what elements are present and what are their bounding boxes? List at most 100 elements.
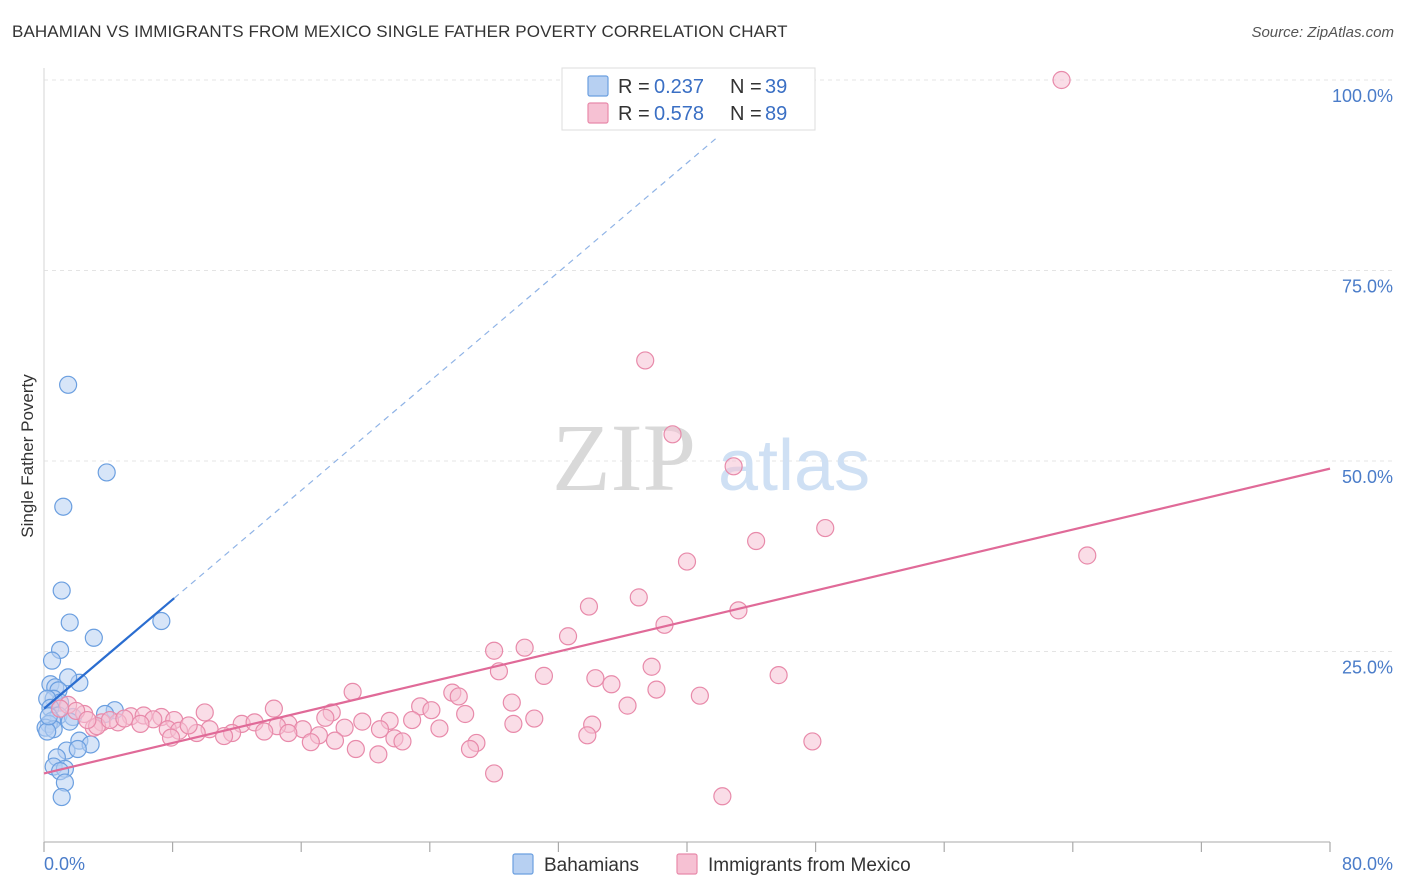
mexico-point	[769, 666, 788, 685]
legend-n-value-1: 39	[765, 76, 787, 98]
mexico-point	[724, 457, 743, 476]
mexico-point	[255, 722, 274, 741]
mexico-point	[647, 680, 666, 699]
mexico-point	[264, 699, 283, 718]
bahamians-point	[59, 375, 78, 394]
bahamians-point	[52, 581, 71, 600]
mexico-point	[131, 714, 150, 733]
chart-title: BAHAMIAN VS IMMIGRANTS FROM MEXICO SINGL…	[12, 22, 788, 41]
watermark-atlas-text: atlas	[718, 426, 870, 506]
mexico-point	[803, 732, 822, 751]
series-legend-label-mexico: Immigrants from Mexico	[708, 855, 911, 876]
mexico-point	[690, 686, 709, 705]
bahamians-point	[60, 613, 79, 632]
mexico-point	[316, 708, 335, 727]
legend-r-label-2: R =	[618, 103, 650, 125]
bahamians-point	[152, 611, 171, 631]
gridlines	[44, 79, 1392, 652]
mexico-point	[1078, 546, 1097, 565]
mexico-point	[602, 675, 621, 694]
mexico-point	[525, 709, 544, 728]
legend-r-label-1: R =	[618, 76, 650, 98]
mexico-point	[578, 726, 597, 745]
mexico-point	[816, 518, 835, 538]
mexico-point	[335, 718, 354, 737]
series-legend-swatch-mexico	[676, 853, 698, 875]
y-tick-label: 50.0%	[1342, 467, 1393, 487]
series-legend: Bahamians Immigrants from Mexico	[512, 853, 911, 876]
x-tick-label-min: 0.0%	[44, 854, 85, 874]
mexico-point	[195, 703, 214, 722]
mexico-point	[369, 745, 388, 764]
mexico-point	[515, 638, 534, 657]
mexico-point	[1052, 70, 1071, 90]
mexico-point	[346, 739, 365, 759]
mexico-point	[179, 716, 198, 735]
mexico-point	[393, 732, 412, 751]
x-tick-label-max: 80.0%	[1342, 854, 1393, 874]
mexico-point	[449, 687, 468, 706]
bahamians-point	[97, 463, 116, 482]
legend-n-value-2: 89	[765, 103, 787, 125]
mexico-point	[586, 669, 605, 688]
mexico-point	[485, 641, 504, 660]
legend-r-value-2: 0.578	[654, 103, 704, 125]
mexico-point	[677, 552, 697, 571]
mexico-point	[325, 731, 345, 750]
mexico-point	[460, 739, 480, 759]
trend-lines	[43, 135, 1331, 775]
y-tick-label: 25.0%	[1342, 658, 1393, 678]
y-tick-label: 100.0%	[1332, 86, 1393, 106]
mexico-point	[713, 787, 732, 806]
mexico-point	[636, 351, 655, 370]
mexico-point	[534, 666, 554, 685]
mexico-point	[579, 597, 599, 616]
mexico-point	[502, 693, 521, 712]
mexico-trend-line	[43, 467, 1331, 775]
bahamians-point	[54, 497, 73, 516]
bahamians-point	[84, 628, 103, 647]
mexico-point	[618, 696, 637, 715]
mexico-point	[422, 701, 441, 720]
mexico-point	[78, 710, 97, 730]
bahamians-trend-line-extension	[173, 135, 720, 599]
bahamians-point	[42, 651, 62, 670]
mexico-point	[504, 714, 523, 733]
mexico-point	[279, 723, 298, 743]
mexico-point	[370, 720, 390, 739]
mexico-point	[50, 699, 70, 718]
correlation-legend: R = 0.237 N = 39 R = 0.578 N = 89	[561, 67, 816, 131]
mexico-point	[485, 764, 504, 783]
mexico-point	[629, 588, 648, 607]
mexico-point	[456, 704, 475, 724]
bahamians-trend-line	[43, 597, 175, 710]
legend-n-label-1: N =	[730, 76, 762, 98]
bahamians-point	[59, 668, 78, 687]
legend-n-label-2: N =	[730, 103, 762, 125]
data-points	[36, 70, 1097, 807]
zipatlas-watermark: ZIP atlas	[552, 404, 870, 511]
legend-swatch-mexico	[587, 102, 609, 124]
mexico-point	[301, 733, 320, 752]
watermark-zip-text: ZIP	[552, 404, 696, 511]
mexico-point	[642, 657, 661, 676]
bahamians-point	[52, 787, 71, 807]
series-legend-label-bahamians: Bahamians	[544, 855, 639, 876]
mexico-point	[747, 531, 766, 551]
mexico-point	[663, 425, 682, 444]
mexico-point	[115, 709, 134, 728]
mexico-point	[403, 710, 422, 730]
mexico-point	[430, 719, 449, 738]
y-tick-labels: 25.0% 50.0% 75.0% 100.0%	[1332, 86, 1393, 678]
mexico-point	[353, 712, 372, 731]
bahamians-point	[68, 739, 87, 759]
legend-r-value-1: 0.237	[654, 76, 704, 98]
y-tick-label: 75.0%	[1342, 277, 1393, 297]
legend-swatch-bahamians	[587, 75, 609, 97]
chart-source: Source: ZipAtlas.com	[1251, 24, 1394, 41]
bahamians-point	[38, 722, 57, 741]
x-tick-marks	[43, 842, 1331, 852]
mexico-point	[558, 627, 578, 646]
series-legend-swatch-bahamians	[512, 853, 534, 875]
